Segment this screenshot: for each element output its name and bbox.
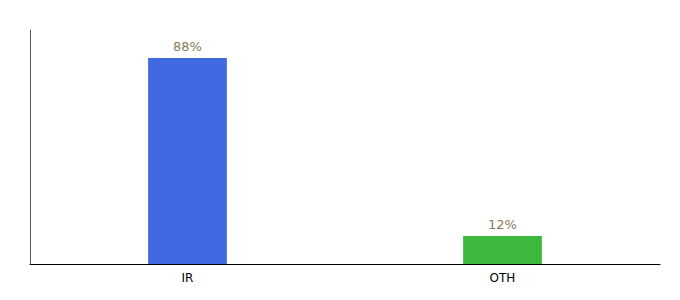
svg-text:88%: 88%	[173, 39, 202, 54]
svg-text:12%: 12%	[488, 217, 517, 232]
svg-text:OTH: OTH	[490, 271, 516, 285]
svg-text:IR: IR	[182, 271, 194, 285]
